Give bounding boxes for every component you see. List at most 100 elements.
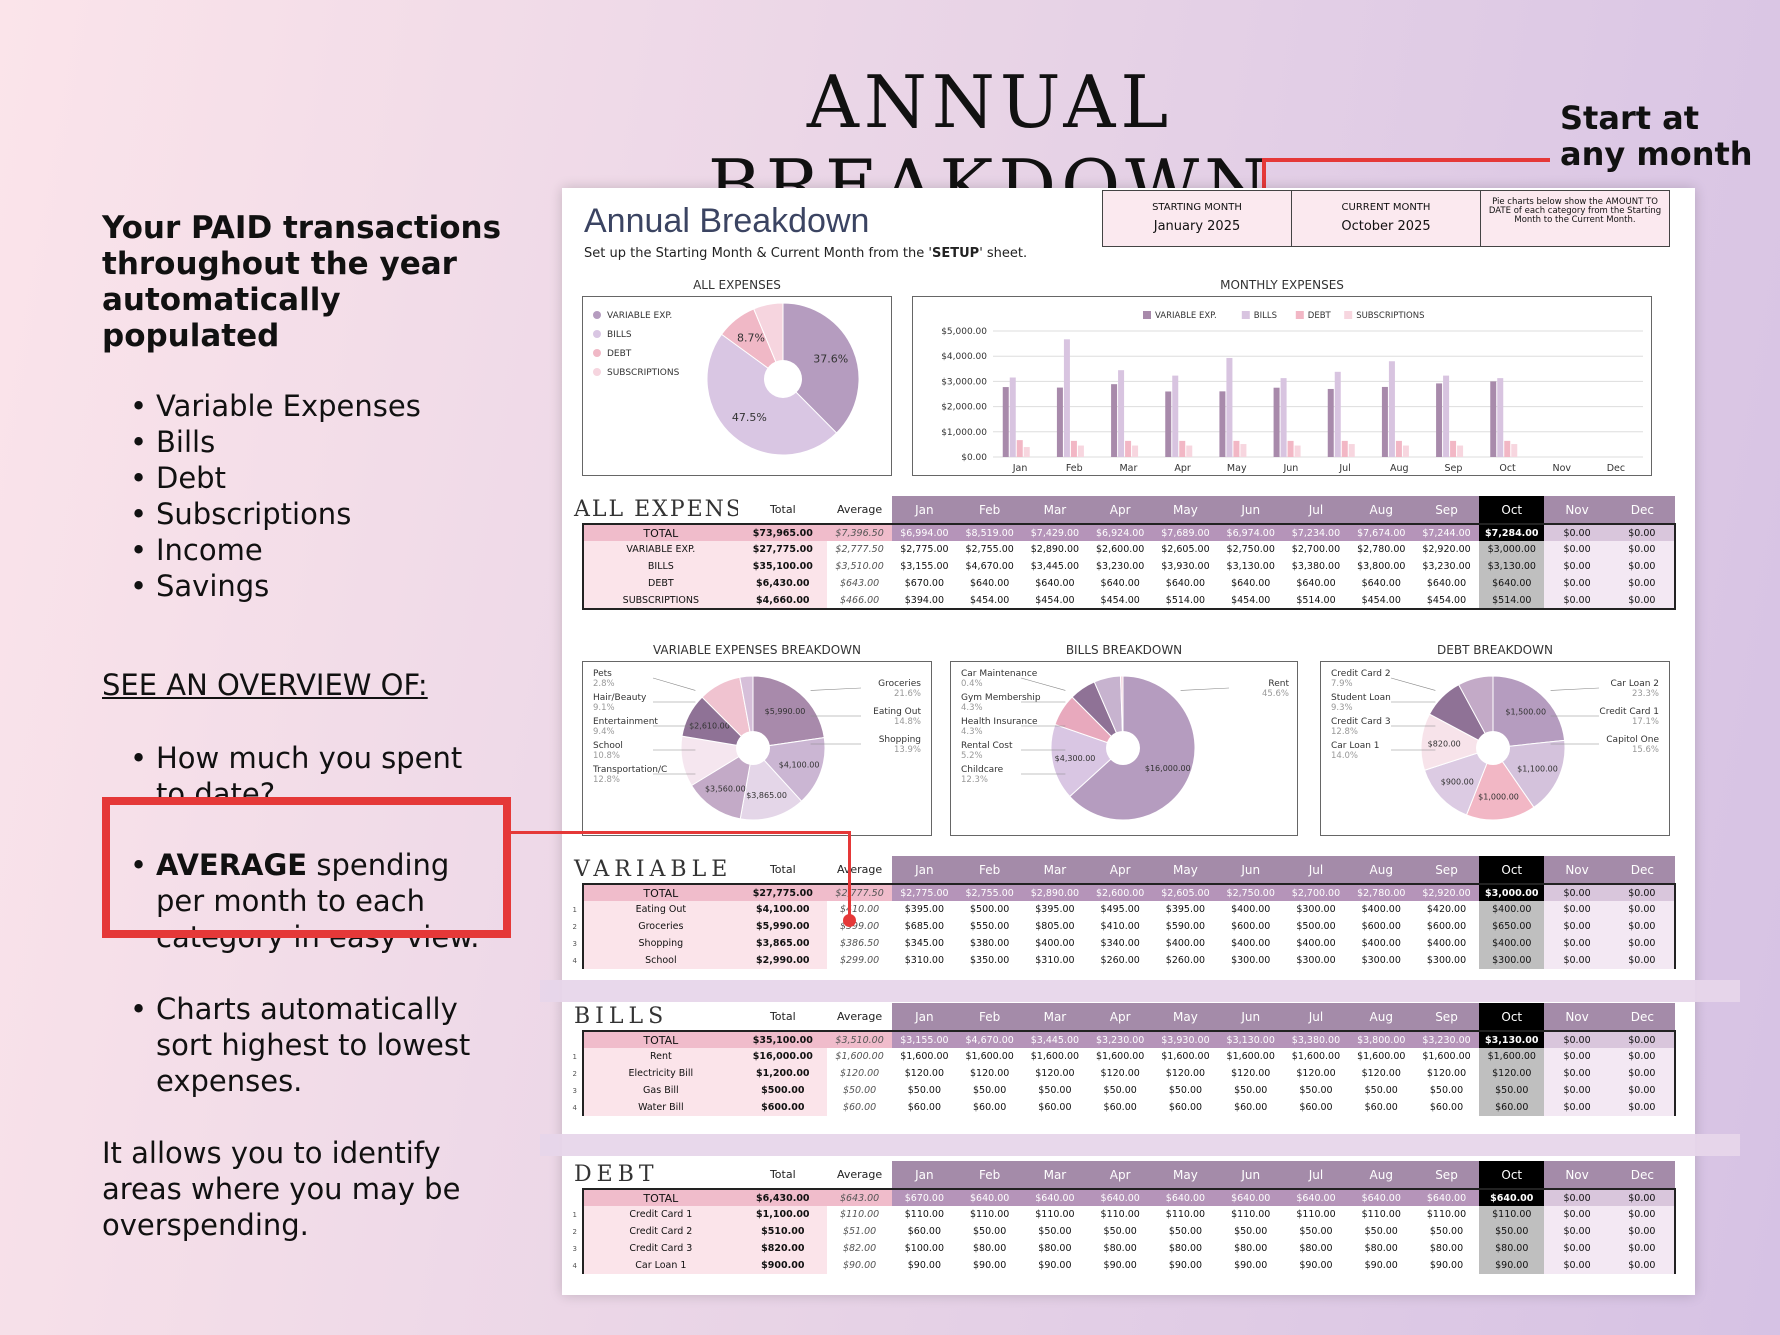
legend-swatch <box>1143 311 1151 319</box>
table-cell: $3,930.00 <box>1161 561 1210 572</box>
allows-text: It allows you to identify areas where yo… <box>102 1135 512 1243</box>
table-cell: $100.00 <box>904 1243 945 1254</box>
table-cell: $60.00 <box>1429 1102 1464 1113</box>
bar <box>1402 445 1409 457</box>
month-header-aug: Aug <box>1348 1003 1414 1031</box>
pie-slice-label: $5,990.00 <box>765 707 806 716</box>
table-cell: $90.00 <box>842 1260 877 1271</box>
table-cell: $2,700.00 <box>1291 544 1341 555</box>
monthly-bar-box: $0.00 $1,000.00 $2,000.00 $3,000.00 $4,000.0… <box>912 296 1652 476</box>
table-cell: $50.00 <box>973 1226 1007 1237</box>
row-number <box>568 524 583 541</box>
month-header-jan: Jan <box>891 1003 958 1031</box>
total-cell: $0.00 <box>1544 523 1610 541</box>
total-cell: $640.00 <box>1479 1188 1545 1206</box>
pie-percent-label: 14.0% <box>1331 751 1358 761</box>
table-cell: $60.00 <box>1168 1102 1203 1113</box>
table-cell: $590.00 <box>1165 921 1206 932</box>
heading-line: automatically populated <box>102 282 341 354</box>
bar <box>1016 440 1023 457</box>
legend-label: VARIABLE EXP. <box>1155 311 1217 321</box>
starting-month-box[interactable]: STARTING MONTH January 2025 <box>1102 190 1292 247</box>
total-cell: $0.00 <box>1544 1188 1610 1206</box>
table-cell: $80.00 <box>1429 1243 1464 1254</box>
subtitle-text: Set up the Starting Month & Current Mont… <box>584 246 932 261</box>
column-header: Total <box>769 503 796 516</box>
table-cell: $120.00 <box>1165 1068 1206 1079</box>
x-tick-label: Jun <box>1282 463 1298 474</box>
total-cell: $7,429.00 <box>1022 523 1088 541</box>
x-tick-label: Nov <box>1552 463 1571 474</box>
legend-swatch <box>593 311 601 319</box>
table-cell: $4,660.00 <box>738 592 828 610</box>
table-cell: $600.00 <box>1426 921 1467 932</box>
table-cell: $300.00 <box>1426 955 1467 966</box>
all-expenses-pie-chart: 37.6% 47.5% 8.7% VARIABLE EXP. BILLS DEBT SUBS… <box>593 302 860 456</box>
pie-slice-label: 47.5% <box>732 411 767 424</box>
table-cell: $1,600.00 <box>1422 1051 1471 1062</box>
month-header-mar: Mar <box>1022 856 1088 884</box>
table-cell: $1,600.00 <box>1291 1051 1341 1062</box>
total-cell: $7,244.00 <box>1413 523 1480 541</box>
legend-label: BILLS <box>1254 311 1277 321</box>
month-header-jun: Jun <box>1218 1003 1284 1031</box>
table-cell: $640.00 <box>1296 578 1336 589</box>
table-cell: $60.00 <box>1364 1102 1398 1113</box>
table-cell: $500.00 <box>738 1082 828 1099</box>
table-cell: $50.00 <box>1479 1082 1545 1099</box>
x-tick-label: Jul <box>1338 463 1350 474</box>
table-cell: $310.00 <box>1035 955 1075 966</box>
table-cell: $80.00 <box>973 1243 1007 1254</box>
pie-category-label: Credit Card 1 <box>1599 707 1659 717</box>
table-cell: $300.00 <box>1296 955 1336 966</box>
starting-month-value: January 2025 <box>1153 219 1241 234</box>
month-header-aug: Aug <box>1348 496 1414 524</box>
pie-percent-label: 4.3% <box>961 727 983 737</box>
total-cell: $640.00 <box>1348 1188 1414 1206</box>
column-header: Average <box>837 1168 883 1181</box>
table-cell: $110.00 <box>1231 1209 1271 1220</box>
total-cell: $7,689.00 <box>1152 523 1219 541</box>
table-cell: $110.00 <box>1426 1209 1467 1220</box>
total-cell: $2,605.00 <box>1152 883 1219 901</box>
y-tick-label: $2,000.00 <box>941 403 987 413</box>
table-cell: $6,430.00 <box>738 575 828 592</box>
table-cell: $60.00 <box>842 1102 877 1113</box>
legend-label: SUBSCRIPTIONS <box>1356 311 1424 321</box>
starting-month-label: STARTING MONTH <box>1152 202 1242 213</box>
total-cell: $3,230.00 <box>1087 1030 1153 1048</box>
row-label: Groceries <box>581 918 739 935</box>
pie-slice <box>752 675 825 749</box>
callout-connector-h <box>1264 158 1550 162</box>
row-label: Car Loan 1 <box>581 1257 739 1274</box>
table-cell: $82.00 <box>842 1243 877 1254</box>
bar <box>1002 387 1009 457</box>
total-cell: $3,000.00 <box>1479 883 1545 901</box>
table-cell: $120.00 <box>1361 1068 1401 1079</box>
table-cell: $50.00 <box>1103 1085 1137 1096</box>
table-cell: $0.00 <box>1544 901 1610 918</box>
table-cell: $0.00 <box>1544 1223 1610 1240</box>
table-cell: $300.00 <box>1231 955 1271 966</box>
total-cell: $643.00 <box>827 1188 892 1206</box>
table-cell: $0.00 <box>1609 558 1677 575</box>
table-cell: $495.00 <box>1100 904 1140 915</box>
table-cell: $0.00 <box>1609 918 1677 935</box>
table-cell: $395.00 <box>904 904 945 915</box>
total-cell: $3,155.00 <box>891 1030 958 1048</box>
current-month-box[interactable]: CURRENT MONTH October 2025 <box>1291 190 1481 247</box>
total-cell: $0.00 <box>1609 883 1677 901</box>
pie-slice-label: $900.00 <box>1441 778 1474 787</box>
month-header-apr: Apr <box>1087 856 1153 884</box>
table-cell: $90.00 <box>907 1260 941 1271</box>
section-divider <box>540 980 1740 1002</box>
bar <box>1063 339 1070 457</box>
table-cell: $1,600.00 <box>1161 1051 1210 1062</box>
total-cell: $0.00 <box>1609 523 1677 541</box>
pie-slice <box>1492 675 1566 749</box>
table-cell: $3,800.00 <box>1357 561 1406 572</box>
table-cell: $400.00 <box>1165 938 1206 949</box>
table-cell: $50.00 <box>1234 1226 1268 1237</box>
month-header-oct: Oct <box>1479 1003 1545 1031</box>
legend-label: BILLS <box>607 330 632 340</box>
